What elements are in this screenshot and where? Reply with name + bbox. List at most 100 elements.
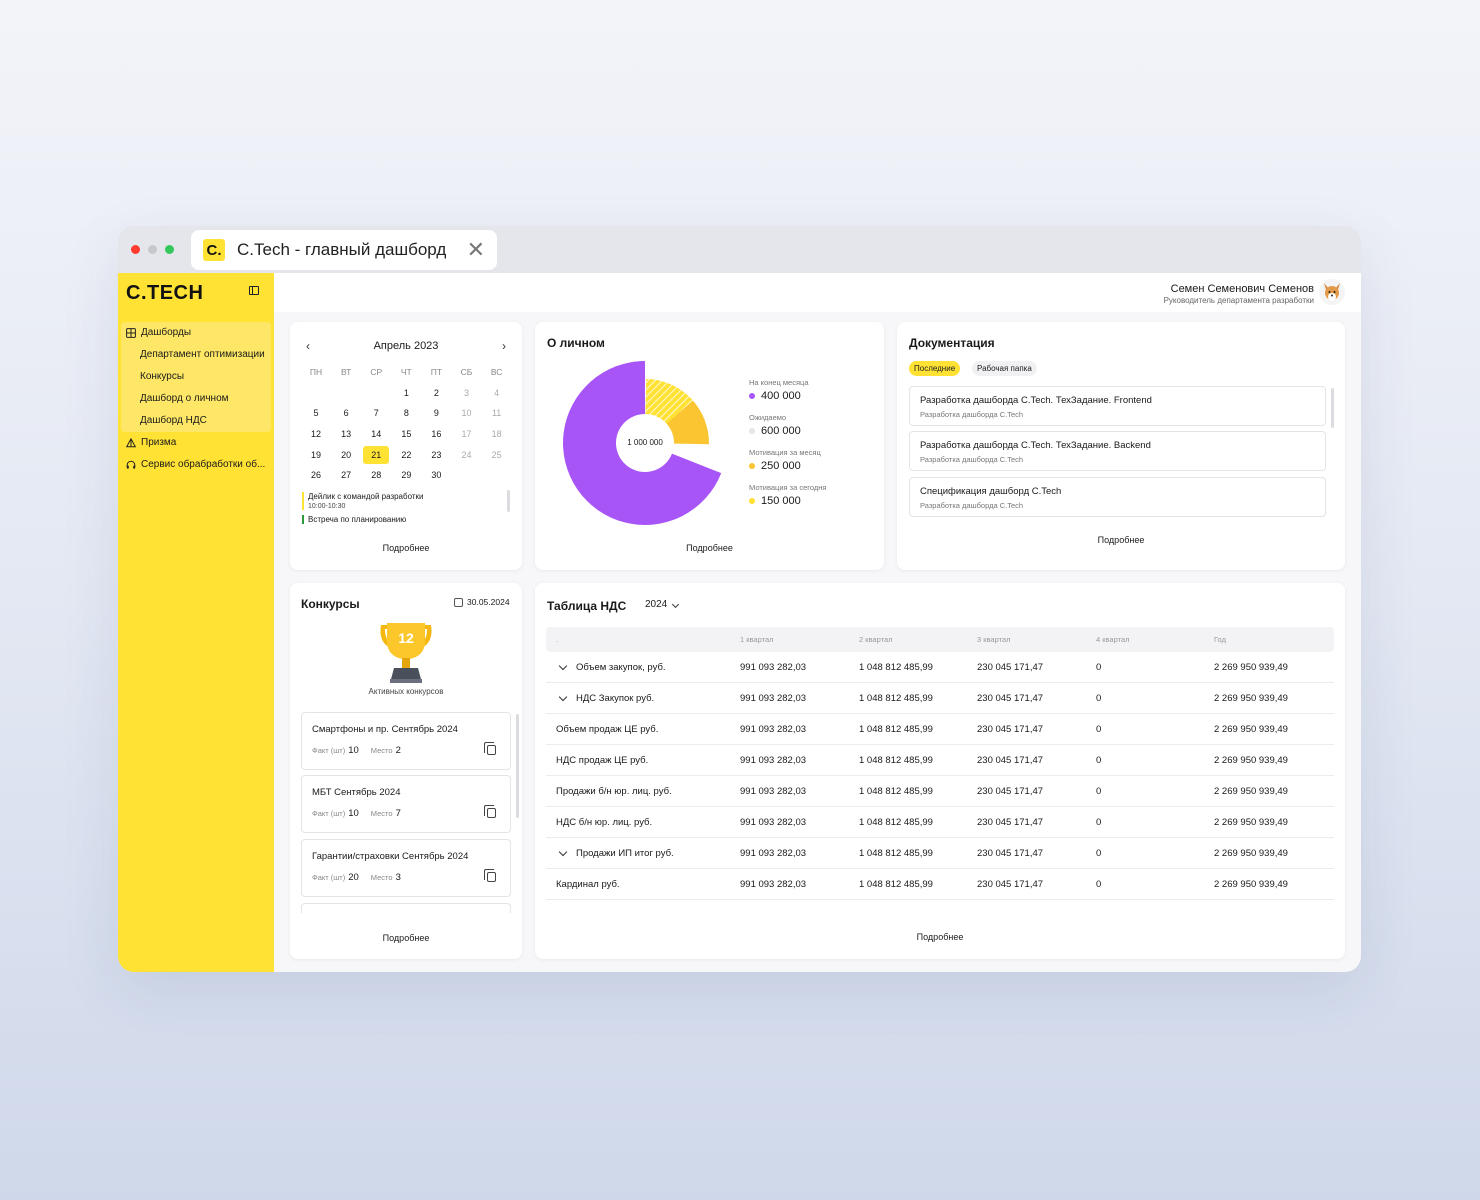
maximize-window-dot[interactable]: [165, 245, 174, 254]
doc-title: Разработка дашборда C.Tech. ТехЗадание. …: [920, 395, 1152, 406]
table-cell-q2: 1 048 812 485,99: [859, 692, 933, 704]
tab-work-folder[interactable]: Рабочая папка: [972, 361, 1037, 376]
calendar-event[interactable]: Встреча по планированию: [302, 515, 406, 524]
table-row[interactable]: НДС продаж ЦЕ руб. 991 093 282,03 1 048 81…: [546, 745, 1334, 776]
table-row[interactable]: Объем продаж ЦЕ руб. 991 093 282,03 1 048 …: [546, 714, 1334, 745]
weekday-label: ЧТ: [400, 367, 412, 377]
calendar-grid: ПН ВТ СР ЧТ ПТ СБ ВС 1 2 3 4 5 6 7 8 9 10 11 12 13 14 15 16 17 1…: [301, 362, 512, 486]
chevron-down-icon[interactable]: [558, 661, 568, 670]
contest-item[interactable]: Смартфоны и пр. Сентябрь 2024 Факт (шт) 1…: [301, 712, 511, 770]
calendar-day[interactable]: 10: [461, 408, 472, 419]
calendar-event[interactable]: Дейлик с командой разработки 10:00-10:30: [302, 492, 424, 510]
minimize-window-dot[interactable]: [148, 245, 157, 254]
calendar-day[interactable]: 4: [494, 387, 500, 398]
column-header: 2 квартал: [859, 635, 893, 644]
table-row[interactable]: Продажи б/н юр. лиц. руб. 991 093 282,03 1…: [546, 776, 1334, 807]
calendar-day[interactable]: 2: [433, 387, 439, 398]
sidebar-item-contests[interactable]: Конкурсы: [140, 371, 184, 382]
table-cell-q2: 1 048 812 485,99: [859, 816, 933, 828]
avatar[interactable]: [1319, 279, 1345, 305]
sidebar-collapse-icon[interactable]: [249, 286, 259, 295]
contests-more-link[interactable]: Подробнее: [382, 933, 430, 943]
calendar-day[interactable]: 29: [401, 470, 412, 481]
calendar-more-link[interactable]: Подробнее: [382, 543, 430, 553]
sidebar-item-optimization[interactable]: Департамент оптимизации: [140, 349, 265, 360]
calendar-day[interactable]: 1: [403, 387, 409, 398]
next-month-icon[interactable]: ›: [502, 339, 506, 353]
chevron-down-icon[interactable]: [558, 692, 568, 701]
docs-more-link[interactable]: Подробнее: [1097, 535, 1145, 545]
calendar-day[interactable]: 22: [401, 449, 412, 460]
events-scrollbar[interactable]: [507, 490, 510, 512]
table-row[interactable]: Продажи ИП итог руб. 991 093 282,03 1 048 …: [546, 838, 1334, 869]
calendar-day[interactable]: 24: [461, 449, 472, 460]
sidebar-item-vat[interactable]: Дашборд НДС: [140, 415, 207, 426]
calendar-day[interactable]: 28: [371, 470, 382, 481]
calendar-day[interactable]: 17: [461, 429, 472, 440]
tab-recent[interactable]: Последние: [909, 361, 961, 376]
calendar-day-today[interactable]: 21: [363, 445, 390, 465]
contests-date[interactable]: 30.05.2024: [467, 597, 510, 607]
calendar-day[interactable]: 14: [371, 429, 382, 440]
calendar-day[interactable]: 19: [311, 449, 322, 460]
contests-count: 12: [398, 630, 414, 646]
user-name[interactable]: Семен Семенович Семенов: [1170, 283, 1314, 295]
calendar-day[interactable]: 3: [464, 387, 470, 398]
table-body[interactable]: Объем закупок, руб. 991 093 282,03 1 048 8…: [546, 652, 1334, 915]
table-cell-q3: 230 045 171,47: [977, 847, 1044, 859]
calendar-day[interactable]: 11: [491, 408, 502, 419]
calendar-day[interactable]: 25: [491, 449, 502, 460]
contest-item[interactable]: Гарантии/страховки Сентябрь 2024 Факт (ш…: [301, 839, 511, 897]
calendar-day[interactable]: 5: [313, 408, 319, 419]
calendar-day[interactable]: 16: [431, 429, 442, 440]
calendar-day[interactable]: 13: [341, 429, 352, 440]
chevron-down-icon[interactable]: [558, 847, 568, 856]
docs-scrollbar[interactable]: [1331, 388, 1334, 428]
contest-item[interactable]: МБТ Сентябрь 2024 Факт (шт) 10 Место 7: [301, 775, 511, 833]
sidebar-item-prism[interactable]: Призма: [126, 437, 176, 448]
calendar-day[interactable]: 6: [343, 408, 349, 419]
table-row[interactable]: Объем закупок, руб. 991 093 282,03 1 048 8…: [546, 652, 1334, 683]
sidebar-item-personal[interactable]: Дашборд о личном: [140, 393, 229, 404]
calendar-day[interactable]: 7: [373, 408, 379, 419]
personal-card: О личном 1 000 000 На конец месяца 400 0…: [535, 322, 884, 570]
vat-more-link[interactable]: Подробнее: [916, 932, 964, 942]
calendar-day[interactable]: 18: [491, 429, 502, 440]
calendar-day[interactable]: 27: [341, 470, 352, 481]
browser-tab[interactable]: C. C.Tech - главный дашборд ✕: [191, 230, 497, 270]
table-cell-q4: 0: [1096, 816, 1102, 828]
close-tab-icon[interactable]: ✕: [466, 237, 485, 262]
calendar-day[interactable]: 15: [401, 429, 412, 440]
row-label: Продажи б/н юр. лиц. руб.: [556, 785, 672, 797]
copy-icon[interactable]: [484, 742, 496, 755]
doc-item[interactable]: Разработка дашборда C.Tech. ТехЗадание. …: [909, 386, 1326, 426]
close-window-dot[interactable]: [131, 245, 140, 254]
contest-item-partial[interactable]: [301, 903, 511, 913]
calendar-day[interactable]: 8: [403, 408, 409, 419]
table-row[interactable]: Кардинал руб. 991 093 282,03 1 048 812 485…: [546, 869, 1334, 900]
copy-icon[interactable]: [484, 869, 496, 882]
weekday-label: СБ: [460, 367, 473, 377]
sidebar-item-service[interactable]: Сервис обрабработки об...: [126, 459, 265, 470]
calendar-day[interactable]: 12: [311, 429, 322, 440]
brand-logo[interactable]: C.TECH: [126, 282, 204, 304]
docs-card: Документация Последние Рабочая папка Раз…: [897, 322, 1345, 570]
doc-item[interactable]: Спецификация дашборд C.Tech Разработка д…: [909, 477, 1326, 517]
calendar-day[interactable]: 23: [431, 449, 442, 460]
calendar-day[interactable]: 26: [311, 470, 322, 481]
sidebar-item-dashboards[interactable]: Дашборды: [126, 327, 191, 338]
contests-scrollbar[interactable]: [516, 714, 519, 818]
row-label: Объем продаж ЦЕ руб.: [556, 723, 659, 735]
contest-stats: Факт (шт) 10 Место 7: [312, 808, 413, 819]
legend-dot: [749, 463, 755, 469]
calendar-day[interactable]: 20: [341, 449, 352, 460]
doc-item[interactable]: Разработка дашборда C.Tech. ТехЗадание. …: [909, 431, 1326, 471]
calendar-day[interactable]: 9: [433, 408, 439, 419]
prev-month-icon[interactable]: ‹: [306, 339, 310, 353]
table-row[interactable]: НДС б/н юр. лиц. руб. 991 093 282,03 1 048…: [546, 807, 1334, 838]
year-select[interactable]: 2024: [645, 599, 680, 610]
copy-icon[interactable]: [484, 805, 496, 818]
table-row[interactable]: НДС Закупок руб. 991 093 282,03 1 048 812 …: [546, 683, 1334, 714]
calendar-day[interactable]: 30: [431, 470, 442, 481]
personal-more-link[interactable]: Подробнее: [686, 543, 733, 553]
